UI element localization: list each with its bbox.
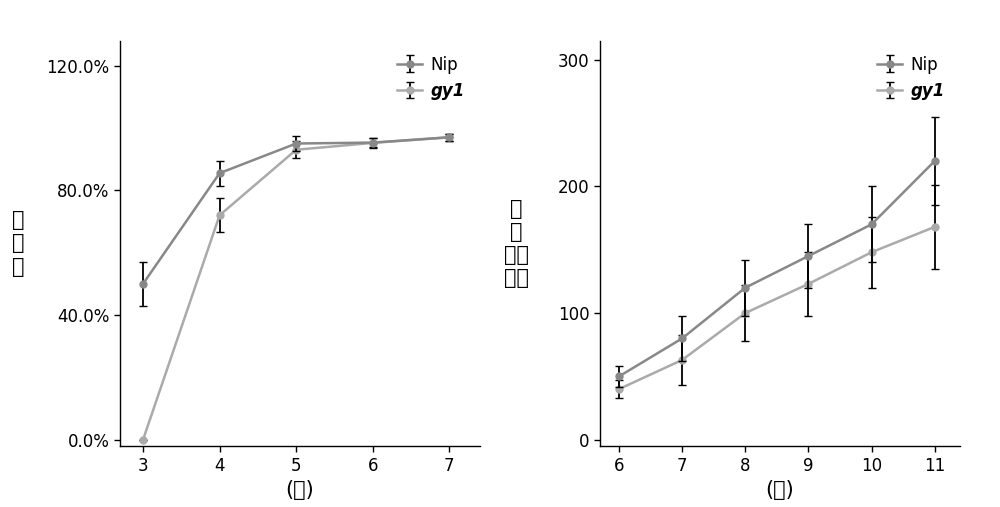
Y-axis label: 出
土
率: 出 土 率 <box>12 210 25 276</box>
Legend: Nip, gy1: Nip, gy1 <box>871 49 952 106</box>
Y-axis label: 苗
长
（毫
米）: 苗 长 （毫 米） <box>504 199 529 288</box>
Legend: Nip, gy1: Nip, gy1 <box>391 49 472 106</box>
X-axis label: (天): (天) <box>286 480 314 500</box>
X-axis label: (天): (天) <box>766 480 794 500</box>
